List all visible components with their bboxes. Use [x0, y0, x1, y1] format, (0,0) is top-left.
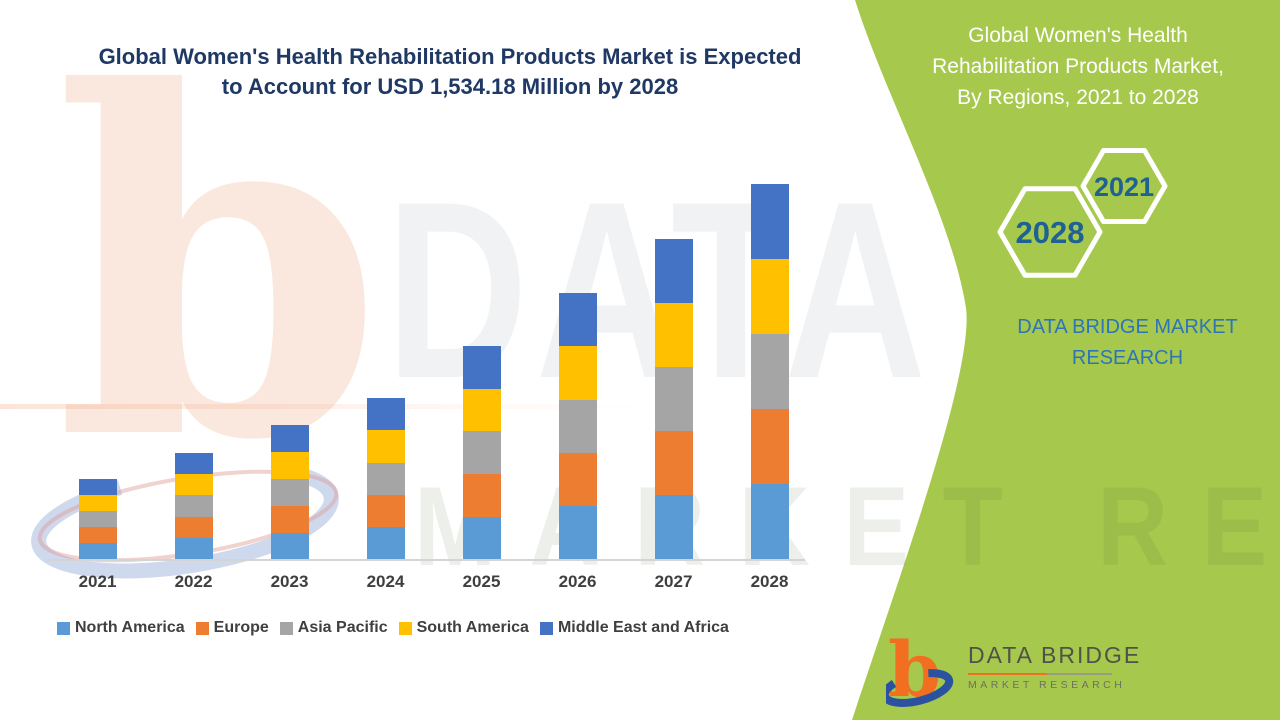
legend-item-north-america: North America: [57, 619, 185, 637]
legend-label: Asia Pacific: [297, 619, 388, 636]
logo-rule: [968, 673, 1112, 675]
brand-name-text: DATA BRIDGE MARKET RESEARCH: [955, 312, 1280, 374]
side-panel-title-line2: Rehabilitation Products Market,: [932, 55, 1224, 78]
legend-item-asia-pacific: Asia Pacific: [279, 619, 388, 637]
chart-title: Global Women's Health Rehabilitation Pro…: [60, 42, 840, 102]
brand-name-line2: RESEARCH: [1071, 347, 1184, 369]
logo-subtitle: MARKET RESEARCH: [968, 679, 1126, 691]
side-panel-title-line3: By Regions, 2021 to 2028: [957, 86, 1199, 109]
legend-label: North America: [75, 619, 185, 636]
watermark-text-line2: MARKET RESEARCH: [414, 464, 1280, 589]
watermark-rule: [0, 404, 640, 409]
watermark-swoosh: [31, 461, 339, 579]
legend-swatch: [539, 621, 553, 635]
legend-swatch: [57, 621, 70, 635]
legend-label: Europe: [213, 619, 269, 636]
legend-swatch: [195, 621, 209, 635]
watermark-b-glyph: b: [55, 0, 384, 543]
side-panel-title-line1: Global Women's Health: [968, 24, 1188, 47]
green-shape-path: [852, 0, 1280, 720]
logo-swoosh: [886, 669, 954, 707]
legend-label: Middle East and Africa: [557, 619, 729, 636]
legend-item-middle-east-and-africa: Middle East and Africa: [539, 619, 729, 637]
legend-label: South America: [416, 619, 529, 636]
legend-item-europe: Europe: [195, 619, 269, 637]
side-panel-title: Global Women's Health Rehabilitation Pro…: [880, 20, 1276, 113]
brand-name-line1: DATA BRIDGE MARKET: [1017, 316, 1238, 338]
databridge-logo-mark: b: [886, 632, 954, 708]
legend-item-south-america: South America: [398, 619, 529, 637]
x-axis-line: [48, 559, 805, 561]
logo-text-block: DATA BRIDGE MARKET RESEARCH: [968, 632, 1141, 691]
chart-legend: North America Europe Asia Pacific South Ame…: [57, 619, 729, 637]
chart-title-line2: to Account for USD 1,534.18 Million by 2…: [221, 74, 679, 99]
legend-swatch: [279, 621, 293, 635]
databridge-logo: b DATA BRIDGE MARKET RESEARCH: [886, 632, 1141, 708]
legend-swatch: [398, 621, 412, 635]
logo-title: DATA BRIDGE: [968, 642, 1142, 668]
chart-title-line1: Global Women's Health Rehabilitation Pro…: [98, 44, 802, 69]
